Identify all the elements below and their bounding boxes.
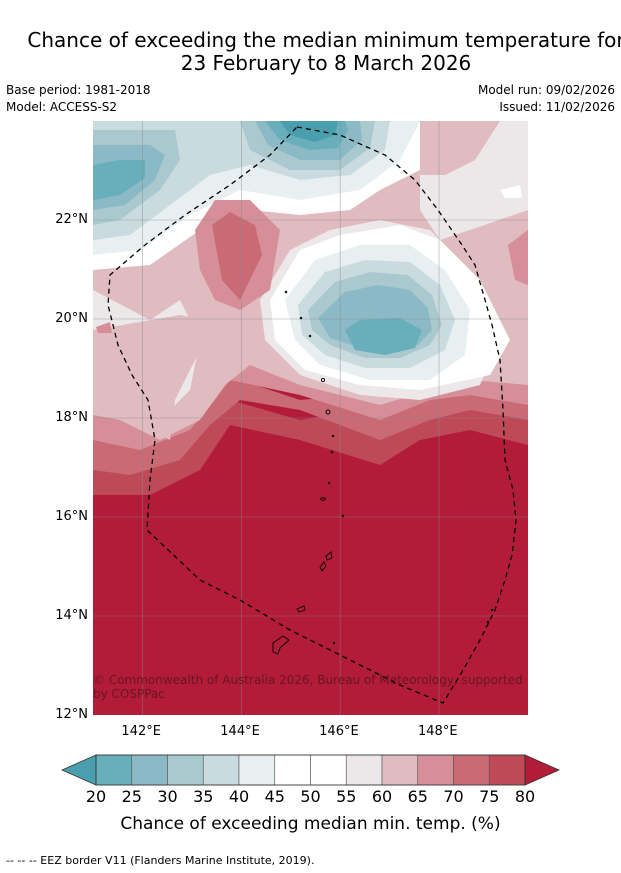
lat-tick-label: 12°N: [55, 707, 88, 722]
colorbar-segment: [417, 754, 454, 786]
model-name: Model: ACCESS-S2: [6, 100, 118, 114]
colorbar-segment: [131, 754, 168, 786]
map-title-line2: 23 February to 8 March 2026: [180, 51, 472, 75]
colorbar-label: Chance of exceeding median min. temp. (%…: [120, 814, 501, 834]
lat-tick-label: 14°N: [55, 608, 88, 623]
colorbar-tick-label: 40: [228, 787, 250, 806]
colorbar-tick-label: 70: [443, 787, 464, 806]
colorbar-segment: [381, 754, 419, 786]
colorbar-frame: [95, 754, 526, 786]
base-period: Base period: 1981-2018: [6, 83, 151, 97]
lat-tick-label: 18°N: [55, 410, 88, 425]
lon-tick-label: 146°E: [319, 724, 359, 739]
map-title-line1: Chance of exceeding the median minimum t…: [27, 28, 621, 52]
colorbar-segment: [274, 754, 311, 786]
colorbar-tick-label: 35: [193, 787, 214, 806]
colorbar-segment: [202, 754, 240, 786]
colorbar-segment: [167, 754, 204, 786]
model-run: Model run: 09/02/2026: [477, 83, 615, 97]
colorbar-tick-label: 30: [157, 787, 178, 806]
lat-tick-label: 22°N: [55, 212, 88, 227]
lat-tick-label: 16°N: [55, 509, 88, 524]
copyright-notice: © Commonwealth of Australia 2026, Bureau…: [93, 673, 523, 701]
colorbar-tick-label: 80: [514, 787, 536, 806]
colorbar-segment: [238, 754, 276, 786]
colorbar-segment: [488, 754, 526, 786]
colorbar-max-arrow: [524, 754, 560, 786]
islands: [272, 290, 494, 655]
eez-footer-note: -- -- -- EEZ border V11 (Flanders Marine…: [6, 854, 315, 867]
colorbar-segment: [345, 754, 383, 786]
lon-tick-label: 142°E: [121, 724, 161, 739]
colorbar-tick-label: 50: [300, 787, 321, 806]
colorbar-tick-label: 55: [336, 787, 357, 806]
colorbar-tick-label: 25: [121, 787, 142, 806]
colorbar-segment: [95, 754, 133, 786]
colorbar-tick-label: 20: [85, 787, 107, 806]
issued-date: Issued: 11/02/2026: [499, 100, 615, 114]
colorbar-tick-label: 45: [264, 787, 285, 806]
colorbar-tick-label: 65: [407, 787, 428, 806]
colorbar-segment: [310, 754, 347, 786]
colorbar: [61, 754, 560, 786]
colorbar-segment: [453, 754, 490, 786]
eez-border: [107, 126, 517, 704]
lon-tick-label: 144°E: [220, 724, 260, 739]
gridlines: [93, 121, 528, 715]
colorbar-min-arrow: [61, 754, 97, 786]
lat-tick-label: 20°N: [55, 311, 88, 326]
lon-tick-label: 148°E: [418, 724, 458, 739]
colorbar-tick-label: 75: [479, 787, 500, 806]
colorbar-tick-label: 60: [371, 787, 393, 806]
